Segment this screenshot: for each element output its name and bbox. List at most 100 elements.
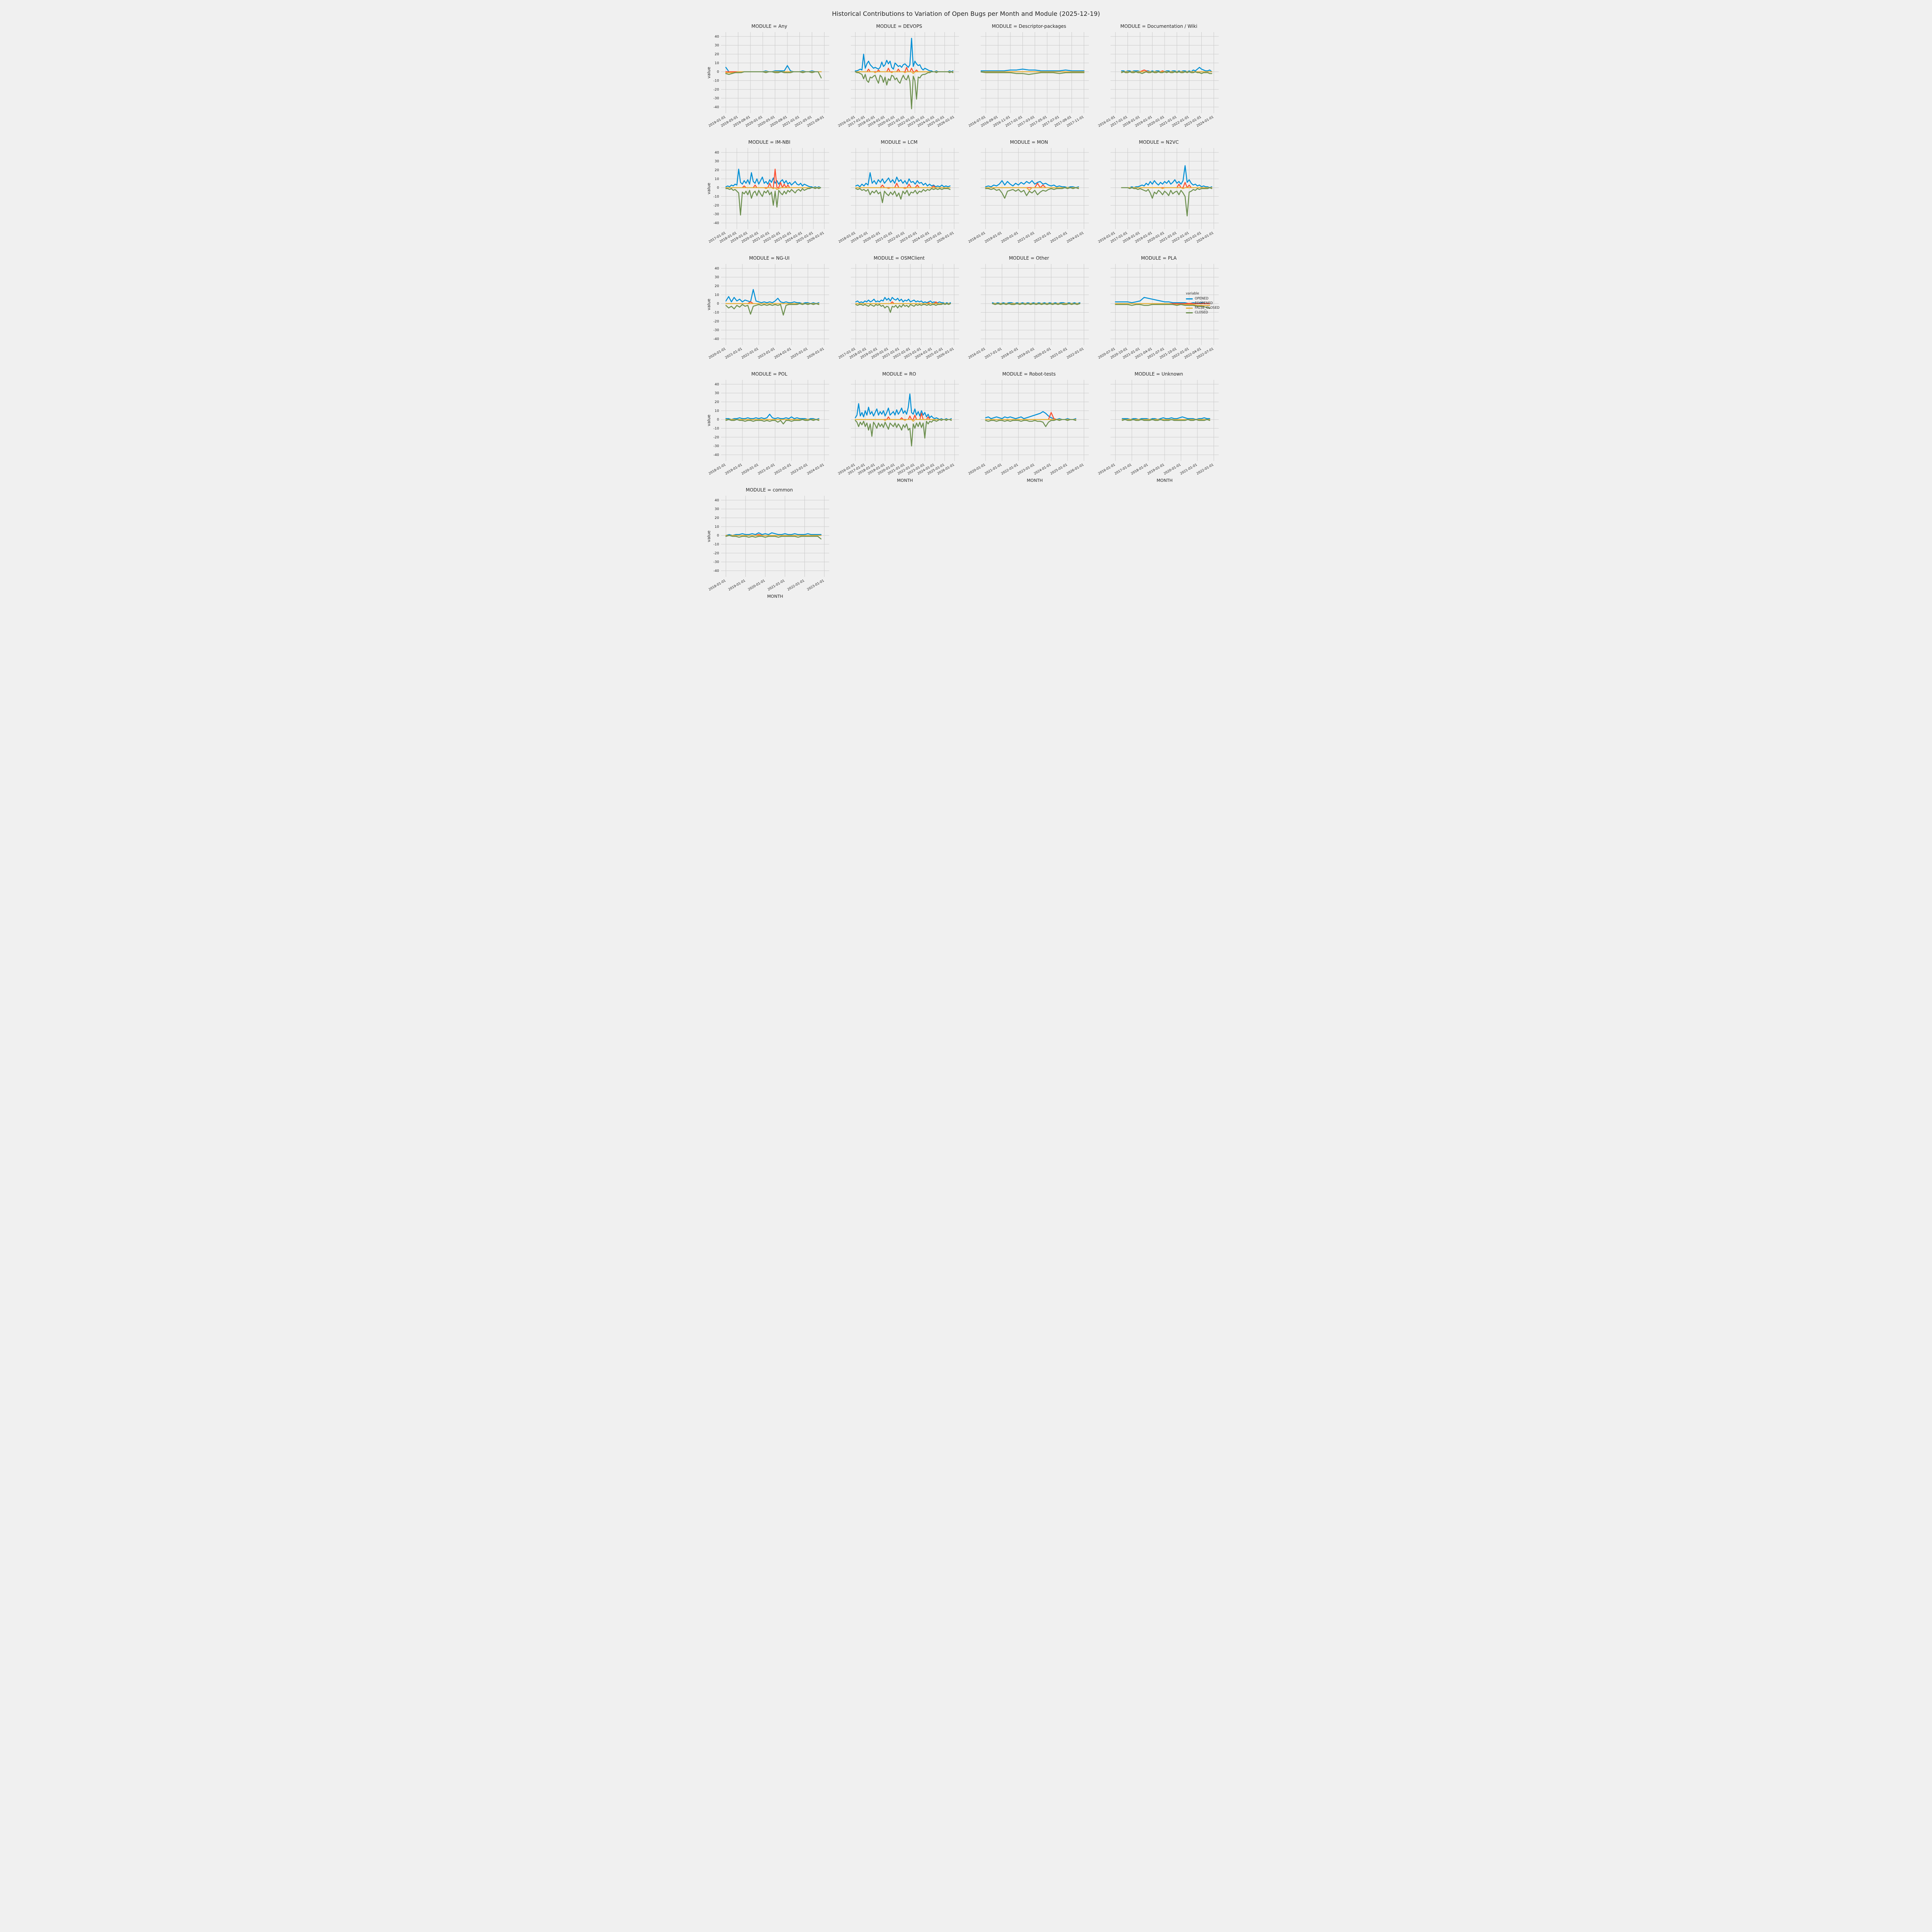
series-closed — [855, 188, 951, 203]
y-tick-label: 0 — [717, 302, 719, 306]
y-tick-label: -30 — [713, 444, 719, 448]
facet-title: MODULE = OSMClient — [874, 255, 925, 261]
facet-title: MODULE = RO — [882, 371, 916, 377]
y-tick-label: 40 — [715, 151, 719, 155]
x-tick-label: 2022-01-01 — [1033, 231, 1052, 244]
series-opened — [725, 532, 822, 536]
x-tick-label: 2025-01-01 — [790, 347, 809, 360]
y-tick-label: 30 — [715, 391, 719, 395]
series-closed — [985, 187, 1079, 199]
series-opened — [981, 68, 1085, 71]
facet-robot-tests: MODULE = Robot-tests 2020-01-01 2021-01-01… — [966, 371, 1092, 485]
series-false_closed — [855, 419, 952, 422]
facet-grid-wrapper: MODULE = Any -40 -30 -20 -10 0 10 20 30 40 2019-01… — [706, 23, 1226, 601]
facet-chart: 2016-07-012016-09-012016-11-012017-01-01… — [968, 32, 1089, 128]
x-tick-label: 2022-01-01 — [1000, 463, 1019, 476]
series-false_closed — [1115, 303, 1210, 306]
x-tick-label: 2021-01-01 — [984, 463, 1003, 476]
facet-ng-ui: MODULE = NG-UI -40 -30 -20 -10 0 10 20 30 40 2020-… — [706, 255, 832, 369]
x-tick-label: 2018-01-01 — [708, 463, 726, 476]
series-reopened — [855, 67, 954, 72]
series-opened — [855, 172, 951, 187]
x-tick-label: 2021-01-01 — [757, 463, 776, 476]
facet-title: MODULE = Robot-tests — [1002, 371, 1056, 377]
x-tick-label: 2023-01-01 — [806, 579, 825, 592]
y-tick-label: -40 — [713, 337, 719, 341]
series-opened — [855, 297, 951, 304]
y-tick-label: -40 — [713, 221, 719, 225]
y-tick-label: 10 — [715, 409, 719, 413]
facet-chart: 2016-01-012017-01-012018-01-012019-01-01… — [1097, 148, 1219, 244]
y-tick-label: -10 — [713, 427, 719, 431]
facet-title: MODULE = POL — [751, 371, 787, 377]
facet-chart: 2018-01-012019-01-012020-01-012021-01-01… — [838, 148, 959, 244]
y-tick-label: 30 — [715, 276, 719, 279]
y-tick-label: 0 — [717, 418, 719, 422]
y-tick-label: 30 — [715, 507, 719, 511]
series-opened — [1121, 67, 1213, 72]
facet-other: MODULE = Other 2016-01-01 2017-01-01 2018-0… — [966, 255, 1092, 369]
x-tick-label: 2020-01-01 — [741, 463, 759, 476]
series-closed — [1121, 187, 1213, 217]
facet-title: MODULE = Any — [751, 24, 787, 29]
legend-swatch — [1185, 298, 1193, 299]
y-tick-label: 0 — [717, 186, 719, 190]
facet-title: MODULE = Unknown — [1134, 371, 1183, 377]
x-tick-label: 2026-01-01 — [1066, 463, 1085, 476]
x-axis-label: MONTH — [1027, 478, 1043, 483]
x-tick-label: 2018-01-01 — [1000, 347, 1019, 360]
x-tick-label: 2024-01-01 — [806, 463, 825, 476]
facet-title: MODULE = Other — [1009, 255, 1049, 261]
series-false_closed — [855, 187, 951, 189]
x-tick-label: 2024-01-01 — [1066, 231, 1085, 244]
legend-label: FALSE_CLOSED — [1194, 306, 1219, 310]
x-tick-label: 2023-01-01 — [1050, 231, 1068, 244]
series-closed — [725, 71, 822, 78]
facet-n2vc: MODULE = N2VC 2016-01-01 2017-01-01 2018-01… — [1096, 139, 1222, 253]
series-closed — [855, 419, 952, 447]
y-axis-label: value — [706, 415, 711, 426]
x-axis-label: MONTH — [1156, 478, 1172, 483]
x-tick-label: 2020-01-01 — [747, 579, 766, 592]
y-tick-label: 20 — [715, 284, 719, 288]
y-tick-label: -40 — [713, 105, 719, 109]
x-tick-label: 2018-01-01 — [708, 579, 726, 592]
y-tick-label: 10 — [715, 525, 719, 529]
facet-title: MODULE = LCM — [881, 139, 918, 145]
facet-chart: 2016-01-012017-01-012018-01-012019-01-01… — [1097, 380, 1219, 483]
y-tick-label: 10 — [715, 293, 719, 297]
y-tick-label: -30 — [713, 560, 719, 564]
x-tick-label: 2017-01-01 — [1114, 463, 1133, 476]
figure: Historical Contributions to Variation of… — [706, 0, 1226, 609]
legend-entry-reopened: REOPENED — [1185, 301, 1219, 306]
facet-ro: MODULE = RO 2016-01-01 2017-01-01 2018-01-0… — [836, 371, 962, 485]
legend-label: OPENED — [1194, 297, 1209, 301]
x-tick-label: 2023-01-01 — [757, 347, 776, 360]
facet-chart: 2016-01-012017-01-012018-01-012019-01-01… — [837, 380, 959, 483]
facet-title: MODULE = common — [745, 487, 793, 493]
series-closed — [725, 303, 820, 316]
y-tick-label: -40 — [713, 453, 719, 457]
series-false_closed — [855, 71, 954, 74]
facet-title: MODULE = N2VC — [1139, 139, 1179, 145]
x-tick-label: 2016-01-01 — [1097, 463, 1116, 476]
x-tick-label: 2022-01-01 — [1066, 347, 1085, 360]
facet-title: MODULE = IM-NBI — [748, 139, 791, 145]
y-tick-label: 30 — [715, 44, 719, 48]
legend-label: REOPENED — [1194, 301, 1213, 305]
facet-mon: MODULE = MON 2018-01-01 2019-01-01 2020-01-… — [966, 139, 1092, 253]
legend-title: variable — [1185, 292, 1199, 296]
series-closed — [981, 71, 1085, 75]
series-closed — [985, 419, 1077, 427]
facet-any: MODULE = Any -40 -30 -20 -10 0 10 20 30 40 2019-01… — [706, 23, 832, 137]
series-closed — [725, 535, 822, 540]
y-axis-label: value — [706, 531, 711, 542]
legend-swatch — [1185, 303, 1193, 304]
legend-entry-opened: OPENED — [1185, 296, 1219, 301]
facet-devops: MODULE = DEVOPS 2016-01-01 2017-01-01 2018-… — [836, 23, 962, 137]
y-tick-label: 10 — [715, 177, 719, 181]
series-opened — [725, 413, 820, 420]
facet-chart: 2016-01-012017-01-012018-01-012019-01-01… — [837, 32, 959, 128]
y-axis-label: value — [706, 183, 711, 194]
x-tick-label: 2018-01-01 — [968, 231, 986, 244]
